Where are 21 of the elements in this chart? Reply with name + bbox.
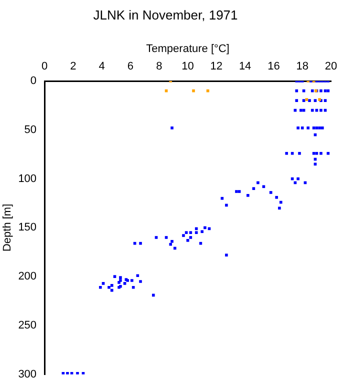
x-tick-label: 2 bbox=[70, 60, 76, 72]
x-tick-label: 18 bbox=[296, 60, 308, 72]
y-tick-label: 300 bbox=[18, 368, 37, 380]
x-tick-label: 10 bbox=[182, 60, 194, 72]
y-tick-label: 100 bbox=[18, 172, 37, 185]
y-tick-label: 200 bbox=[18, 270, 37, 283]
y-axis-title: Depth [m] bbox=[2, 204, 14, 252]
chart-title: JLNK in November, 1971 bbox=[93, 7, 238, 22]
x-tick-label: 12 bbox=[210, 60, 223, 72]
x-tick-label: 0 bbox=[41, 60, 48, 72]
y-tick-label: 150 bbox=[18, 222, 37, 234]
x-tick-label: 16 bbox=[268, 60, 280, 72]
y-tick-label: 250 bbox=[18, 320, 37, 332]
x-tick-label: 20 bbox=[324, 60, 338, 72]
x-axis-title: Temperature [°C] bbox=[146, 43, 230, 56]
x-tick-label: 4 bbox=[98, 60, 105, 72]
x-tick-label: 8 bbox=[156, 60, 162, 72]
x-tick-label: 14 bbox=[238, 60, 252, 72]
y-tick-label: 0 bbox=[30, 75, 37, 88]
y-tick-label: 50 bbox=[24, 124, 37, 136]
x-tick-label: 6 bbox=[127, 60, 134, 72]
